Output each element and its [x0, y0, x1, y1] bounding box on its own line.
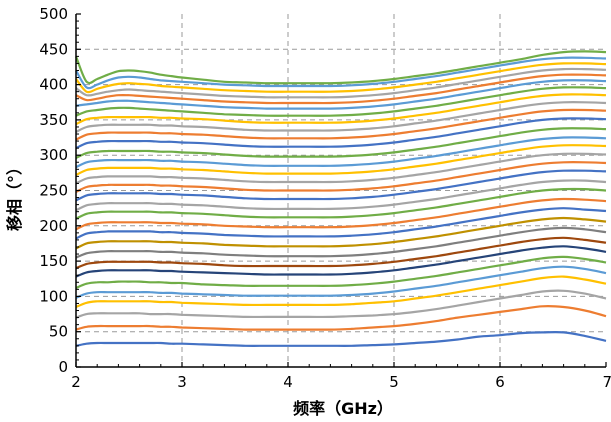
- series-line: [75, 62, 607, 94]
- y-tick-label: 50: [49, 323, 68, 341]
- x-tick-label: 4: [283, 373, 293, 391]
- series-line: [75, 265, 607, 299]
- series-line: [75, 305, 607, 331]
- y-tick-label: 500: [39, 5, 68, 23]
- x-tick-label: 6: [495, 373, 505, 391]
- y-tick-label: 450: [39, 40, 68, 58]
- series-line: [75, 108, 607, 141]
- series-line: [74, 50, 607, 85]
- series-line: [75, 245, 607, 278]
- series-line: [75, 117, 607, 150]
- series-line: [75, 86, 607, 117]
- y-axis-title: 移相（°）: [5, 159, 24, 231]
- series-line: [75, 275, 607, 309]
- series-line: [75, 187, 607, 220]
- x-axis-title: 频率（GHz）: [293, 399, 393, 418]
- y-tick-label: 300: [39, 146, 68, 164]
- series-line: [75, 136, 607, 169]
- series-line: [75, 216, 607, 250]
- y-tick-label: 200: [39, 217, 68, 235]
- series-line: [75, 56, 607, 90]
- axes: [75, 13, 607, 368]
- y-tick-label: 350: [39, 111, 68, 129]
- series-lines: [74, 50, 607, 347]
- y-tick-labels: 0 50 100 150 200 250 300 350 400 450 500: [39, 5, 68, 376]
- series-line: [75, 179, 607, 212]
- series-line: [75, 197, 607, 231]
- series-line: [75, 79, 607, 110]
- y-tick-label: 150: [39, 252, 68, 270]
- series-line: [75, 255, 607, 289]
- series-line: [75, 73, 607, 105]
- series-line: [75, 207, 607, 240]
- y-tick-label: 0: [58, 358, 68, 376]
- series-line: [75, 152, 607, 185]
- series-line: [75, 236, 607, 270]
- x-tick-label: 7: [602, 373, 611, 391]
- series-line: [75, 169, 607, 202]
- x-tick-label: 5: [389, 373, 399, 391]
- series-line: [75, 93, 607, 126]
- series-line: [75, 67, 607, 99]
- series-line: [75, 226, 607, 259]
- series-line: [75, 101, 607, 133]
- series-line: [75, 161, 607, 193]
- x-tick-label: 3: [177, 373, 187, 391]
- y-tick-label: 250: [39, 182, 68, 200]
- series-line: [75, 331, 607, 347]
- series-line: [75, 289, 607, 319]
- x-tick-label: 2: [71, 373, 81, 391]
- x-tick-labels: 2 3 4 5 6 7: [71, 373, 611, 391]
- series-line: [75, 127, 607, 160]
- y-tick-label: 100: [39, 287, 68, 305]
- y-tick-label: 400: [39, 76, 68, 94]
- series-line: [75, 144, 607, 176]
